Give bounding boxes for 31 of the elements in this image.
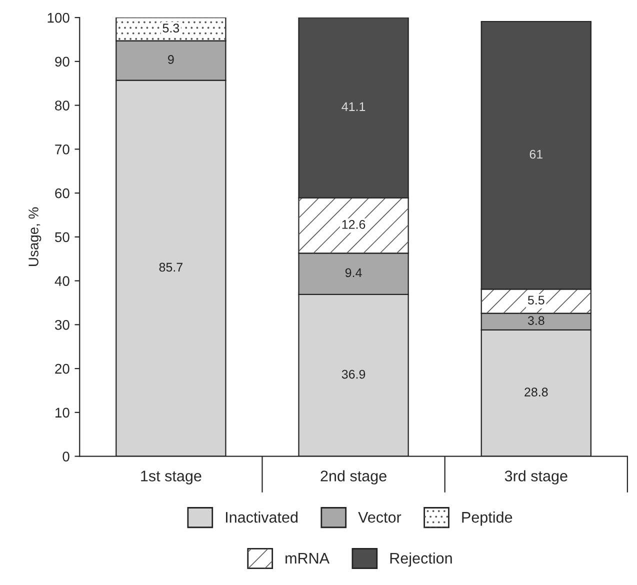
data-label: 28.8	[524, 388, 548, 396]
y-tick-label: 10	[56, 408, 70, 418]
data-label: 85.7	[159, 262, 182, 272]
y-tick-label: 60	[55, 188, 70, 198]
y-tick-label: 0	[62, 452, 70, 462]
data-label: 41.1	[342, 102, 366, 111]
data-label: 5.5	[528, 296, 544, 305]
data-label: 12.6	[342, 220, 366, 229]
y-tick-label: 100	[48, 12, 70, 23]
data-label: 9.4	[345, 268, 362, 278]
y-axis-title: Usage, %	[28, 207, 42, 266]
legend-label: Vector	[358, 512, 402, 523]
data-label: 9	[168, 55, 174, 64]
y-tick-label: 80	[55, 100, 70, 110]
data-label: 61	[530, 150, 542, 159]
y-tick-label: 90	[55, 56, 70, 67]
y-tick-label: 50	[55, 232, 70, 242]
legend-label: Rejection	[390, 552, 452, 567]
legend-label: Peptide	[462, 511, 512, 526]
y-tick-label: 40	[54, 276, 70, 286]
data-label: 3.8	[528, 316, 544, 325]
data-label: 36.9	[342, 370, 366, 379]
y-tick-label: 70	[55, 144, 70, 154]
x-tick-label: 2nd stage	[320, 470, 386, 484]
legend-label: Inactivated	[226, 511, 298, 523]
legend-label: mRNA	[286, 553, 330, 564]
y-tick-label: 30	[54, 320, 70, 330]
y-tick-label: 20	[55, 364, 70, 374]
x-tick-label: 1st stage	[141, 470, 202, 484]
x-tick-label: 3rd stage	[504, 470, 568, 484]
data-label: 5.3	[162, 24, 180, 33]
